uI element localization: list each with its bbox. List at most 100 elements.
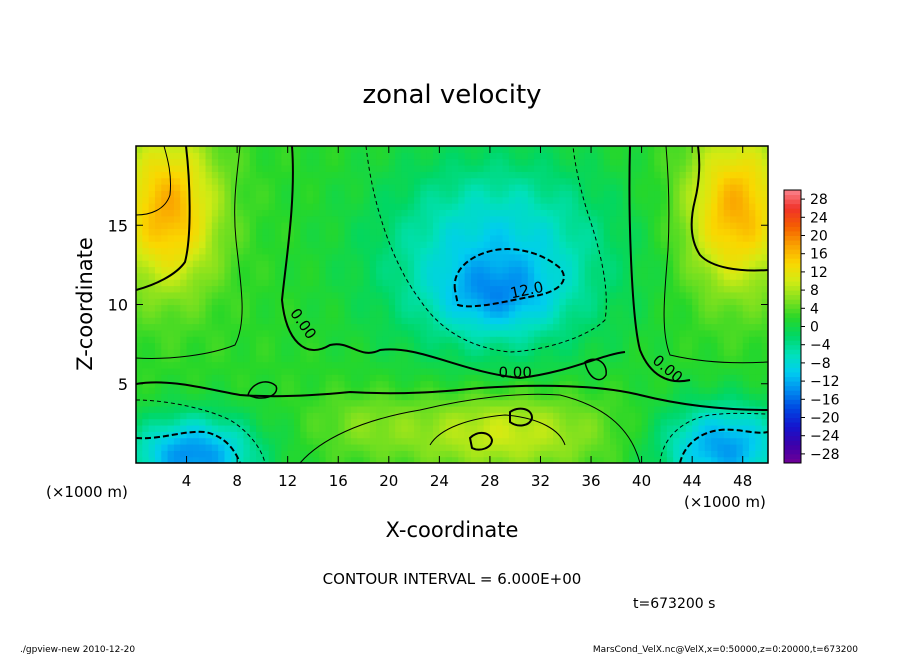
heatmap-cell	[369, 323, 377, 331]
heatmap-cell	[445, 437, 453, 445]
heatmap-cell	[704, 329, 712, 337]
heatmap-cell	[761, 386, 768, 394]
heatmap-cell	[723, 247, 731, 255]
heatmap-cell	[464, 431, 472, 439]
heatmap-cell	[205, 190, 213, 198]
heatmap-cell	[761, 241, 768, 249]
heatmap-cell	[218, 165, 226, 172]
heatmap-cell	[357, 361, 365, 369]
heatmap-cell	[224, 266, 232, 274]
heatmap-cell	[673, 209, 681, 217]
heatmap-cell	[477, 386, 485, 394]
heatmap-cell	[237, 190, 245, 198]
heatmap-cell	[388, 285, 396, 293]
heatmap-cell	[578, 266, 586, 274]
heatmap-cell	[136, 450, 143, 458]
heatmap-cell	[635, 196, 643, 204]
heatmap-cell	[464, 393, 472, 401]
heatmap-cell	[578, 203, 586, 210]
heatmap-cell	[692, 380, 700, 388]
heatmap-cell	[369, 456, 377, 463]
heatmap-cell	[508, 222, 516, 230]
heatmap-cell	[420, 272, 428, 280]
heatmap-cell	[218, 342, 226, 350]
heatmap-cell	[136, 253, 143, 261]
heatmap-cell	[698, 241, 706, 249]
heatmap-cell	[395, 367, 403, 375]
heatmap-cell	[647, 412, 655, 420]
heatmap-cell	[559, 184, 567, 191]
heatmap-cell	[350, 253, 358, 261]
heatmap-cell	[439, 222, 447, 230]
heatmap-cell	[211, 355, 219, 363]
heatmap-cell	[205, 329, 213, 337]
heatmap-cell	[660, 418, 668, 426]
heatmap-cell	[628, 367, 636, 375]
heatmap-cell	[483, 348, 491, 356]
heatmap-cell	[218, 361, 226, 369]
heatmap-cell	[489, 405, 497, 413]
heatmap-cell	[483, 222, 491, 230]
heatmap-cell	[218, 386, 226, 394]
heatmap-cell	[704, 361, 712, 369]
heatmap-cell	[723, 184, 731, 191]
heatmap-cell	[641, 222, 649, 230]
heatmap-cell	[142, 393, 150, 401]
heatmap-cell	[281, 412, 289, 420]
heatmap-cell	[173, 424, 181, 432]
heatmap-cell	[521, 215, 529, 223]
heatmap-cell	[154, 247, 162, 255]
heatmap-cell	[660, 146, 668, 153]
heatmap-cell	[508, 152, 516, 160]
heatmap-cell	[256, 355, 263, 363]
heatmap-cell	[401, 304, 409, 312]
heatmap-cell	[603, 215, 611, 223]
heatmap-cell	[698, 380, 706, 388]
heatmap-cell	[749, 355, 756, 363]
heatmap-cell	[294, 285, 301, 293]
heatmap-cell	[704, 177, 712, 185]
heatmap-cell	[192, 323, 200, 331]
heatmap-cell	[711, 336, 719, 344]
heatmap-cell	[192, 412, 200, 420]
heatmap-cell	[692, 285, 700, 293]
heatmap-cell	[300, 412, 308, 420]
heatmap-cell	[180, 342, 188, 350]
heatmap-cell	[268, 253, 276, 261]
heatmap-cell	[578, 405, 586, 413]
heatmap-cell	[698, 348, 706, 356]
heatmap-cell	[256, 348, 263, 356]
heatmap-cell	[420, 279, 428, 287]
heatmap-cell	[534, 450, 542, 458]
heatmap-cell	[180, 165, 188, 172]
heatmap-cell	[685, 298, 693, 306]
heatmap-cell	[717, 405, 725, 413]
heatmap-cell	[256, 329, 263, 337]
heatmap-cell	[521, 260, 529, 268]
heatmap-cell	[559, 266, 567, 274]
heatmap-cell	[414, 279, 421, 287]
heatmap-cell	[237, 215, 245, 223]
heatmap-cell	[230, 177, 238, 185]
heatmap-cell	[654, 456, 662, 463]
heatmap-cell	[382, 152, 390, 160]
heatmap-cell	[363, 342, 371, 350]
heatmap-cell	[338, 336, 346, 344]
heatmap-cell	[154, 317, 162, 325]
heatmap-cell	[616, 177, 624, 185]
heatmap-cell	[489, 317, 497, 325]
heatmap-cell	[224, 405, 232, 413]
heatmap-cell	[192, 393, 200, 401]
heatmap-cell	[622, 279, 630, 287]
heatmap-cell	[717, 260, 725, 268]
heatmap-cell	[572, 222, 579, 230]
heatmap-cell	[666, 304, 674, 312]
heatmap-cell	[199, 279, 207, 287]
heatmap-cell	[344, 393, 352, 401]
heatmap-cell	[647, 431, 655, 439]
heatmap-cell	[508, 450, 516, 458]
heatmap-cell	[262, 443, 270, 451]
heatmap-cell	[452, 266, 459, 274]
heatmap-cell	[736, 196, 744, 204]
heatmap-cell	[502, 228, 510, 236]
